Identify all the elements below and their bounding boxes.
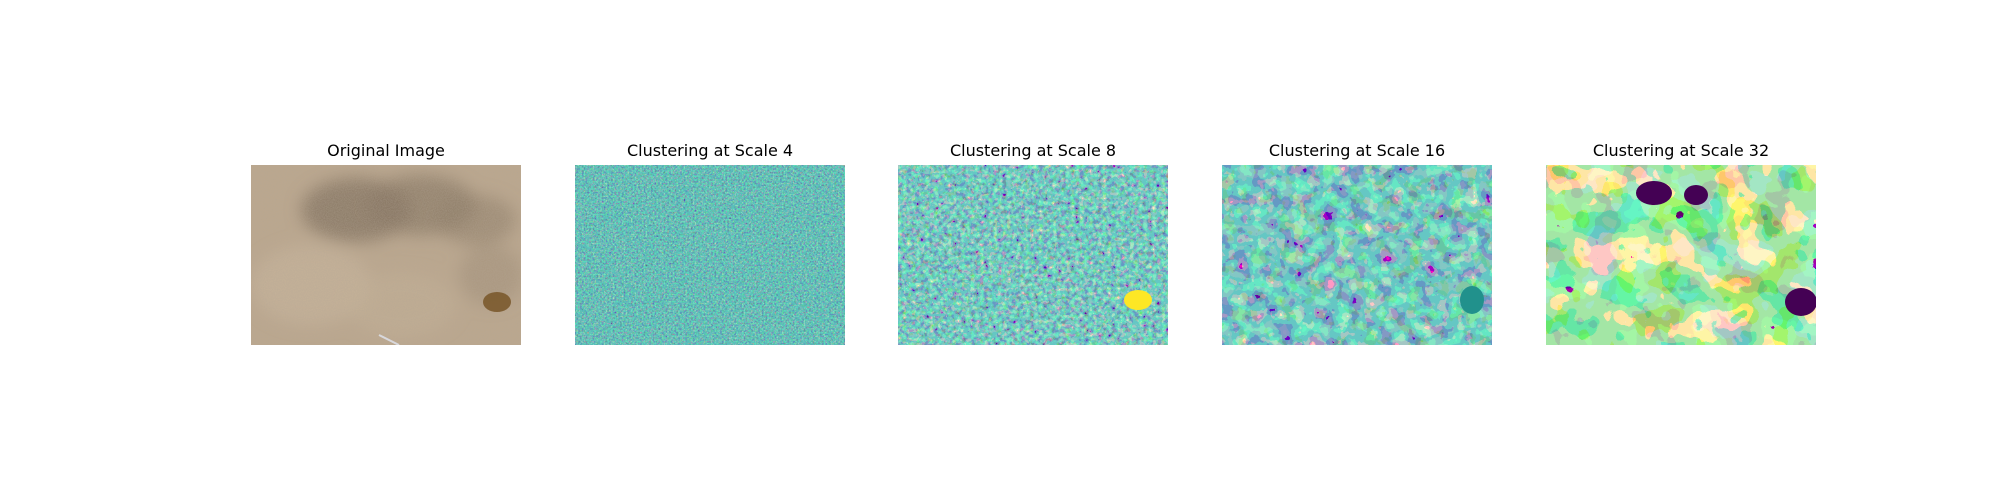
panel-scale-4: Clustering at Scale 4	[575, 139, 845, 345]
cluster-map-scale-8	[898, 165, 1168, 345]
cluster-map-scale-16	[1222, 165, 1492, 345]
panel-title: Clustering at Scale 16	[1268, 141, 1446, 160]
photo-rock	[483, 292, 511, 312]
panel-title: Original Image	[327, 141, 445, 160]
cluster-map-scale-32	[1546, 165, 1816, 345]
panel-scale-32: Clustering at Scale 32	[1546, 139, 1816, 345]
panel-title: Clustering at Scale 32	[1592, 141, 1770, 160]
panel-title: Clustering at Scale 8	[949, 141, 1117, 160]
original-photo	[251, 165, 521, 345]
cluster-map-scale-4	[575, 165, 845, 345]
panel-original: Original Image	[251, 139, 521, 345]
panel-scale-8: Clustering at Scale 8	[898, 139, 1168, 345]
panel-title: Clustering at Scale 4	[626, 141, 794, 160]
photo-stick	[378, 334, 400, 345]
panel-scale-16: Clustering at Scale 16	[1222, 139, 1492, 345]
